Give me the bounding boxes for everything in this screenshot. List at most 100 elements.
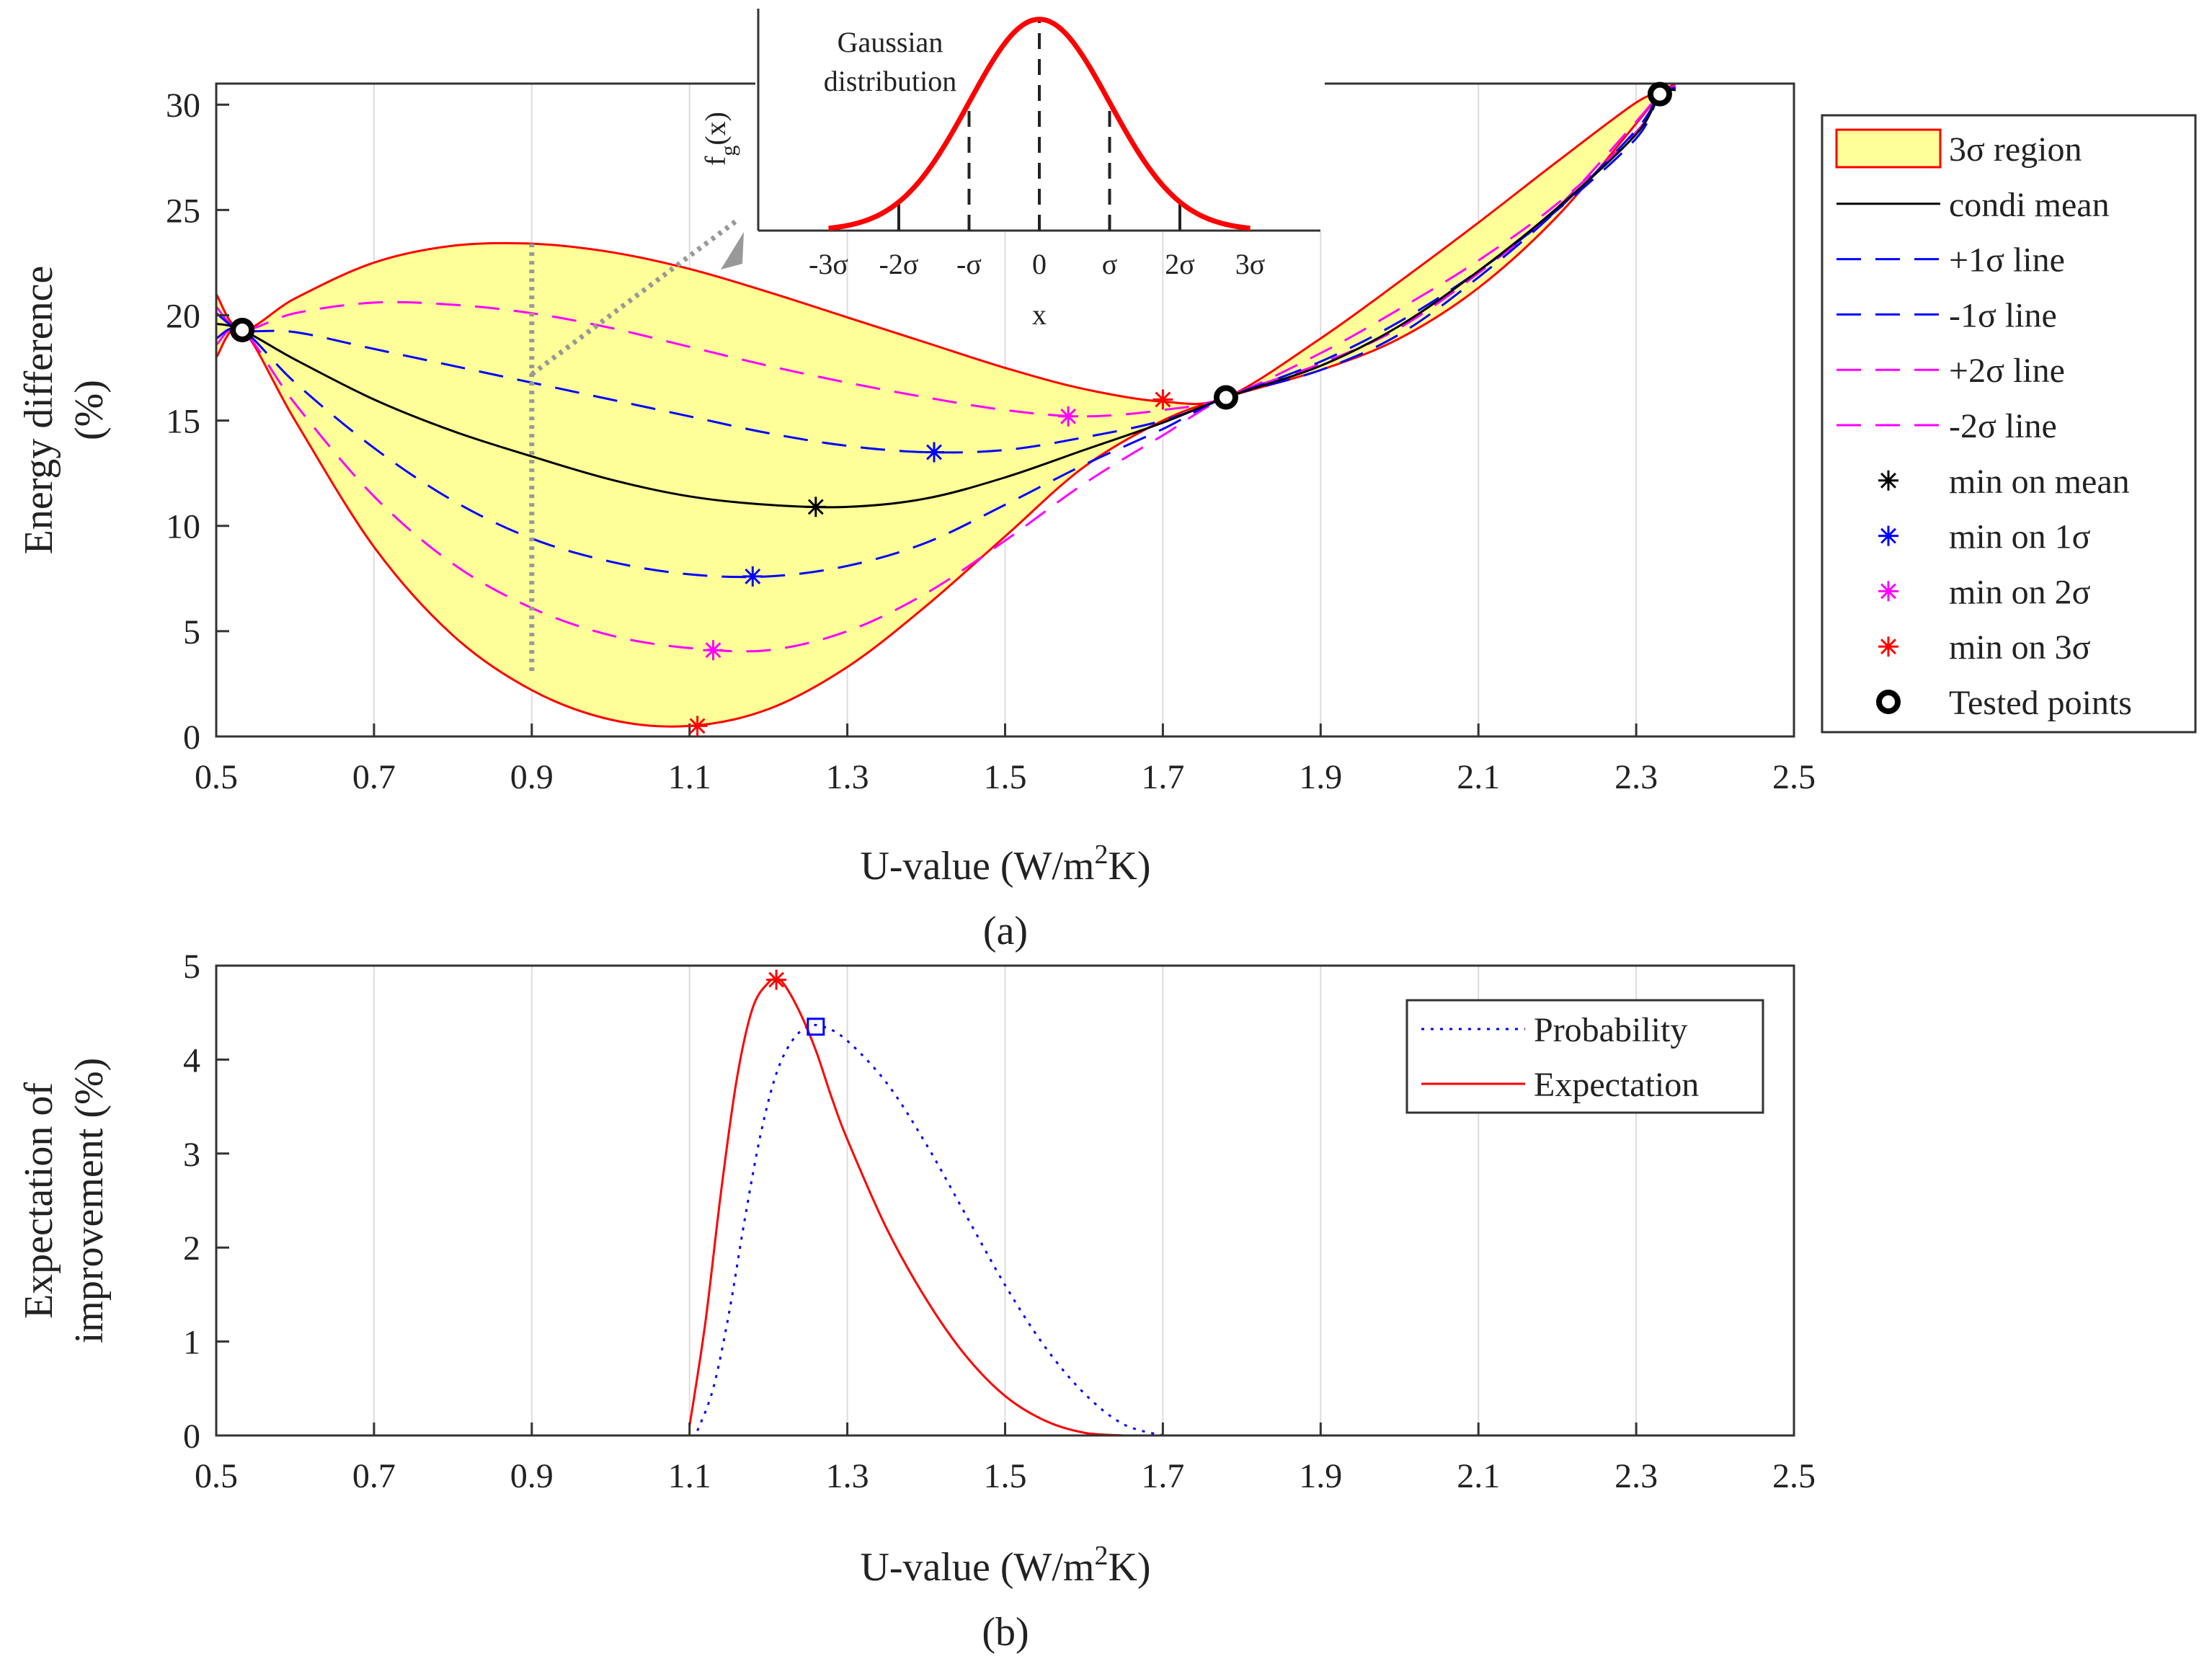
panel-a-xlabel-prefix: U-value (W/m bbox=[860, 844, 1094, 889]
panel-b-markers bbox=[766, 969, 825, 1036]
panel-a-legend-box bbox=[1821, 114, 2197, 734]
legend-swatch-circle bbox=[1876, 690, 1901, 714]
min-marker-star bbox=[1058, 406, 1079, 427]
inset-xlabel: x bbox=[1032, 298, 1047, 331]
panel-a-ylabel-line2: (%) bbox=[67, 380, 112, 440]
expectation-curve bbox=[688, 978, 1124, 1435]
panel-b-ytick-label: 3 bbox=[183, 1136, 200, 1174]
panel-b: 0.5 0.7 0.9 1.1 1.3 1.5 1.7 1.9 2.1 2.3 2.5012345 … bbox=[17, 948, 1816, 1655]
panel-b-xtick-label: 2.5 bbox=[1772, 1457, 1816, 1495]
inset-xtick-label: -2σ bbox=[879, 248, 919, 280]
panel-a-legend: 3σ region condi mean +1σ line -1σ line +2σ l… bbox=[1821, 114, 2197, 734]
panel-b-ytick-label: 4 bbox=[183, 1041, 200, 1079]
legend-label: Tested points bbox=[1949, 684, 2132, 722]
legend-label: -2σ line bbox=[1949, 407, 2057, 445]
legend-label: min on 1σ bbox=[1949, 518, 2091, 556]
panel-a-plot bbox=[216, 84, 1676, 728]
panel-a-ytick-label: 30 bbox=[166, 86, 200, 125]
panel-b-legend-box bbox=[1405, 999, 1764, 1114]
panel-a-caption: (a) bbox=[983, 909, 1028, 953]
tested-point bbox=[1647, 81, 1672, 107]
probability-max-marker bbox=[807, 1018, 825, 1036]
panel-b-plot bbox=[688, 978, 1163, 1435]
panel-b-ytick-label: 5 bbox=[183, 948, 200, 986]
panel-a-xtick-label: 1.9 bbox=[1299, 758, 1342, 796]
panel-a-xtick-label: 2.3 bbox=[1614, 758, 1658, 796]
gaussian-inset: Gaussian distribution fg(x) -3σ -2σ -σ 0 σ 2σ… bbox=[699, 7, 1325, 331]
panel-b-xtick-label: 2.1 bbox=[1457, 1457, 1500, 1495]
legend-swatch-star bbox=[1878, 636, 1898, 657]
legend-label: condi mean bbox=[1949, 186, 2110, 224]
probability-curve bbox=[696, 1023, 1163, 1435]
panel-b-xlabel-prefix: U-value (W/m bbox=[860, 1545, 1094, 1590]
panel-a-xtick-label: 0.5 bbox=[195, 758, 238, 796]
legend-label: +2σ line bbox=[1949, 352, 2065, 390]
inset-xtick-label: -3σ bbox=[809, 248, 848, 280]
minus2sigma-line bbox=[216, 84, 1676, 653]
panel-b-xtick-label: 1.5 bbox=[984, 1457, 1027, 1495]
legend-swatch-region bbox=[1835, 128, 1942, 169]
legend-swatch-star bbox=[1878, 525, 1898, 546]
panel-a-ticks: 0.5 0.7 0.9 1.1 1.3 1.5 1.7 1.9 2.1 2.3 2.5 0 5 10 15 2… bbox=[166, 86, 1816, 796]
legend-swatch-star bbox=[1878, 581, 1898, 602]
legend-label: -1σ line bbox=[1949, 296, 2057, 334]
min-marker-star bbox=[687, 716, 708, 736]
min-marker-star bbox=[742, 566, 763, 587]
plus1sigma-line bbox=[216, 88, 1676, 454]
inset-ylabel-main: f bbox=[699, 156, 732, 166]
min-marker-star bbox=[805, 497, 826, 517]
minus1sigma-line bbox=[216, 86, 1676, 579]
legend-label: min on 3σ bbox=[1949, 628, 2091, 667]
panel-b-legend: Probability Expectation bbox=[1405, 999, 1764, 1114]
panel-a-xtick-label: 0.9 bbox=[510, 758, 554, 796]
panel-a-xtick-label: 0.7 bbox=[352, 758, 396, 796]
inset-title-line1: Gaussian bbox=[838, 26, 943, 58]
inset-xtick-label: -σ bbox=[956, 248, 982, 280]
panel-b-ticks: 0.5 0.7 0.9 1.1 1.3 1.5 1.7 1.9 2.1 2.3 2.5 0 1 2 3 4 5 bbox=[183, 948, 1816, 1495]
sigma3-region-fill bbox=[216, 84, 1676, 727]
panel-b-xlabel-suffix: K) bbox=[1108, 1545, 1150, 1590]
panel-b-ylabel-line1: Expectation of bbox=[17, 1082, 61, 1319]
condi-mean-line bbox=[216, 88, 1676, 509]
panel-b-ytick-label: 0 bbox=[183, 1417, 200, 1456]
panel-a-xtick-label: 2.1 bbox=[1457, 758, 1500, 796]
inset-xtick-label: 0 bbox=[1032, 248, 1047, 280]
inset-xtick-label: σ bbox=[1102, 248, 1118, 280]
legend-label: min on mean bbox=[1949, 463, 2130, 501]
panel-b-xlabel: U-value (W/m2K) bbox=[860, 1541, 1150, 1590]
panel-a-ytick-label: 25 bbox=[166, 192, 200, 230]
min-marker-star bbox=[703, 640, 724, 661]
panel-a-xlabel: U-value (W/m2K) bbox=[860, 840, 1150, 889]
legend-label: Probability bbox=[1534, 1011, 1687, 1049]
inset-title-line2: distribution bbox=[824, 65, 956, 97]
panel-a-ytick-label: 15 bbox=[166, 403, 200, 441]
panel-a: 0.5 0.7 0.9 1.1 1.3 1.5 1.7 1.9 2.1 2.3 2.5 0 5 10 15 2… bbox=[17, 7, 2197, 953]
legend-label: +1σ line bbox=[1949, 241, 2065, 280]
panel-b-xtick-label: 0.5 bbox=[195, 1457, 238, 1495]
min-marker-star bbox=[924, 442, 944, 463]
panel-b-xlabel-sup: 2 bbox=[1094, 1541, 1108, 1571]
panel-b-ytick-label: 2 bbox=[183, 1229, 200, 1268]
legend-label: min on 2σ bbox=[1949, 573, 2091, 611]
panel-b-xtick-label: 2.3 bbox=[1614, 1457, 1658, 1495]
inset-ylabel-arg: (x) bbox=[699, 112, 732, 146]
panel-a-xtick-label: 1.7 bbox=[1141, 758, 1184, 796]
tested-point bbox=[1213, 385, 1238, 410]
panel-a-ytick-label: 5 bbox=[183, 613, 200, 651]
panel-b-xtick-label: 1.3 bbox=[826, 1457, 869, 1495]
panel-a-ytick-label: 0 bbox=[183, 718, 200, 757]
inset-xtick-label: 2σ bbox=[1165, 248, 1195, 280]
panel-a-ylabel-line1: Energy difference bbox=[17, 266, 61, 555]
tested-point bbox=[230, 317, 255, 342]
sigma3-upper-boundary bbox=[216, 86, 1676, 406]
panel-b-ylabel-line2: improvement (%) bbox=[67, 1058, 112, 1344]
panel-b-xtick-label: 0.7 bbox=[352, 1457, 396, 1495]
inset-ylabel: fg(x) bbox=[699, 112, 740, 166]
sigma3-lower-boundary bbox=[216, 84, 1676, 728]
slice-arrow-head bbox=[721, 232, 744, 270]
panel-b-xtick-label: 1.7 bbox=[1141, 1457, 1184, 1495]
panel-a-xtick-label: 1.1 bbox=[668, 758, 711, 796]
panel-a-xtick-label: 2.5 bbox=[1772, 758, 1816, 796]
panel-b-xtick-label: 1.1 bbox=[668, 1457, 711, 1495]
